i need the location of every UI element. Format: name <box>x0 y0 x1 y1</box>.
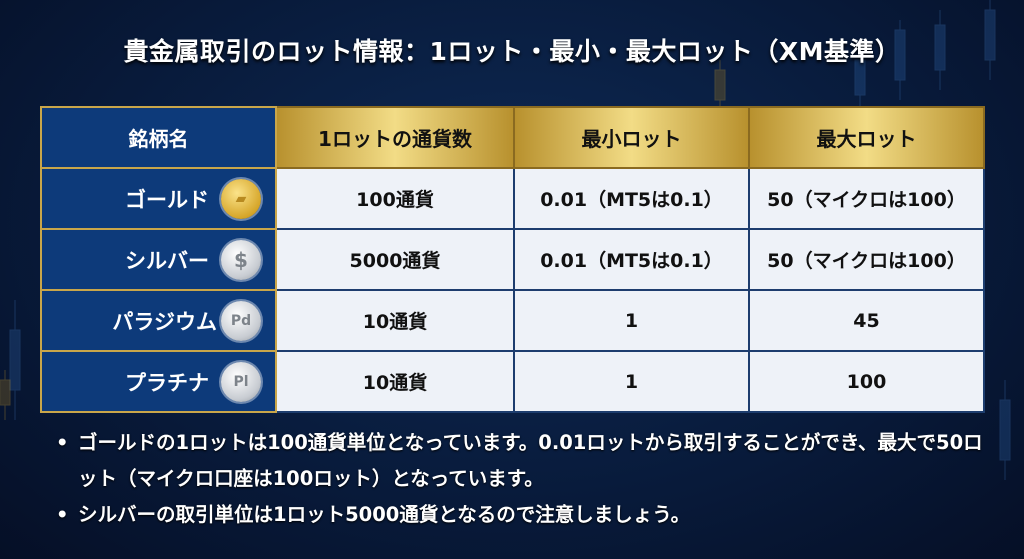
table-header-row: 銘柄名 1ロットの通貨数 最小ロット 最大ロット <box>40 106 985 169</box>
symbol-cell: シルバー $ <box>40 228 277 291</box>
symbol-cell: ゴールド ▰ <box>40 167 277 230</box>
table-row: パラジウム Pd 10通貨 1 45 <box>40 289 985 352</box>
max-lot-cell: 50（マイクロは100） <box>748 228 985 291</box>
note-item: • シルバーの取引単位は1ロット5000通貨となるので注意しましょう。 <box>56 497 998 533</box>
bullet-icon: • <box>56 431 69 454</box>
note-item: • ゴールドの1ロットは100通貨単位となっています。0.01ロットから取引するこ… <box>56 425 998 497</box>
units-cell: 100通貨 <box>275 167 515 230</box>
min-lot-cell: 0.01（MT5は0.1） <box>513 167 750 230</box>
min-lot-cell: 1 <box>513 350 750 413</box>
max-lot-cell: 50（マイクロは100） <box>748 167 985 230</box>
lot-info-table: 銘柄名 1ロットの通貨数 最小ロット 最大ロット ゴールド ▰ 100通貨 0.0… <box>40 106 985 413</box>
note-text: ゴールドの1ロットは100通貨単位となっています。0.01ロットから取引すること… <box>78 431 983 490</box>
symbol-name: シルバー <box>125 248 209 273</box>
symbol-name: ゴールド <box>125 187 209 212</box>
gold-bar-coin-icon: ▰ <box>221 178 261 219</box>
note-text: シルバーの取引単位は1ロット5000通貨となるので注意しましょう。 <box>78 503 691 526</box>
platinum-coin-icon: Pl <box>221 361 261 402</box>
max-lot-cell: 45 <box>748 289 985 352</box>
header-max-lot: 最大ロット <box>748 106 985 169</box>
units-cell: 10通貨 <box>275 350 515 413</box>
header-units-per-lot: 1ロットの通貨数 <box>275 106 515 169</box>
units-cell: 10通貨 <box>275 289 515 352</box>
symbol-name: プラチナ <box>125 370 209 395</box>
silver-dollar-coin-icon: $ <box>221 239 261 280</box>
symbol-cell: プラチナ Pl <box>40 350 277 413</box>
table-row: プラチナ Pl 10通貨 1 100 <box>40 350 985 413</box>
header-symbol-name: 銘柄名 <box>40 106 277 169</box>
symbol-name: パラジウム <box>112 309 217 334</box>
palladium-coin-icon: Pd <box>221 300 261 341</box>
table-row: ゴールド ▰ 100通貨 0.01（MT5は0.1） 50（マイクロは100） <box>40 167 985 230</box>
bullet-icon: • <box>56 503 69 526</box>
notes-list: • ゴールドの1ロットは100通貨単位となっています。0.01ロットから取引するこ… <box>56 425 998 533</box>
table-row: シルバー $ 5000通貨 0.01（MT5は0.1） 50（マイクロは100） <box>40 228 985 291</box>
units-cell: 5000通貨 <box>275 228 515 291</box>
symbol-cell: パラジウム Pd <box>40 289 277 352</box>
header-min-lot: 最小ロット <box>513 106 750 169</box>
page-title: 貴金属取引のロット情報：1ロット・最小・最大ロット（XM基準） <box>123 37 901 66</box>
min-lot-cell: 1 <box>513 289 750 352</box>
max-lot-cell: 100 <box>748 350 985 413</box>
min-lot-cell: 0.01（MT5は0.1） <box>513 228 750 291</box>
